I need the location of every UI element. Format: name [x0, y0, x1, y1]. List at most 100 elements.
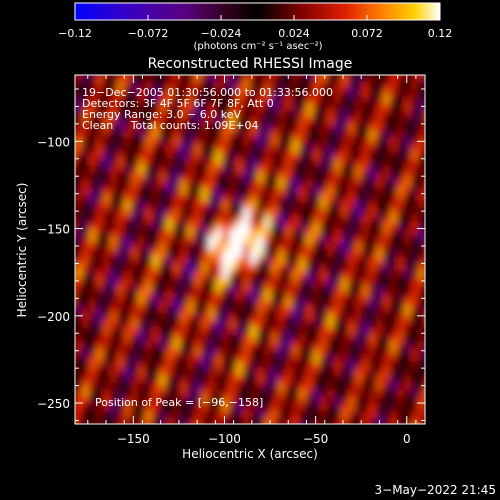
heatmap-cell: [411, 208, 419, 216]
heatmap-cell: [271, 355, 279, 363]
heatmap-cell: [229, 173, 237, 181]
heatmap-cell: [103, 376, 111, 384]
heatmap-cell: [82, 103, 90, 111]
heatmap-cell: [117, 257, 125, 265]
heatmap-cell: [229, 250, 237, 258]
heatmap-cell: [131, 236, 139, 244]
heatmap-cell: [362, 89, 370, 97]
heatmap-cell: [82, 82, 90, 90]
heatmap-cell: [243, 334, 251, 342]
heatmap-cell: [348, 306, 356, 314]
heatmap-cell: [292, 75, 300, 83]
heatmap-cell: [390, 75, 398, 83]
heatmap-cell: [341, 138, 349, 146]
heatmap-cell: [243, 320, 251, 328]
heatmap-cell: [180, 124, 188, 132]
heatmap-cell: [383, 131, 391, 139]
heatmap-cell: [152, 404, 160, 412]
heatmap-cell: [145, 334, 153, 342]
heatmap-cell: [271, 145, 279, 153]
heatmap-cell: [341, 75, 349, 83]
heatmap-cell: [404, 334, 412, 342]
heatmap-cell: [89, 166, 97, 174]
heatmap-cell: [180, 250, 188, 258]
heatmap-cell: [75, 208, 83, 216]
heatmap-cell: [404, 348, 412, 356]
heatmap-cell: [250, 194, 258, 202]
heatmap-cell: [411, 229, 419, 237]
heatmap-cell: [222, 82, 230, 90]
heatmap-cell: [348, 264, 356, 272]
heatmap-cell: [397, 306, 405, 314]
heatmap-cell: [390, 89, 398, 97]
heatmap-cell: [418, 250, 425, 258]
heatmap-cell: [425, 222, 433, 230]
heatmap-cell: [264, 271, 272, 279]
heatmap-cell: [383, 124, 391, 132]
heatmap-cell: [131, 292, 139, 300]
heatmap-cell: [173, 334, 181, 342]
heatmap-cell: [159, 390, 167, 398]
heatmap-cell: [208, 117, 216, 125]
heatmap-cell: [187, 425, 195, 433]
heatmap-cell: [362, 145, 370, 153]
heatmap-cell: [124, 173, 132, 181]
heatmap-cell: [187, 348, 195, 356]
heatmap-cell: [243, 201, 251, 209]
heatmap-cell: [397, 355, 405, 363]
heatmap-cell: [334, 271, 342, 279]
heatmap-cell: [229, 124, 237, 132]
heatmap-cell: [166, 201, 174, 209]
heatmap-cell: [243, 243, 251, 251]
heatmap-cell: [313, 173, 321, 181]
heatmap-cell: [285, 376, 293, 384]
heatmap-cell: [187, 159, 195, 167]
heatmap-cell: [250, 131, 258, 139]
heatmap-cell: [285, 362, 293, 370]
heatmap-cell: [362, 264, 370, 272]
heatmap-cell: [271, 334, 279, 342]
heatmap-cell: [117, 299, 125, 307]
heatmap-cell: [173, 166, 181, 174]
heatmap-cell: [306, 383, 314, 391]
heatmap-cell: [208, 194, 216, 202]
heatmap-cell: [285, 369, 293, 377]
heatmap-cell: [390, 320, 398, 328]
heatmap-cell: [208, 306, 216, 314]
heatmap-cell: [138, 117, 146, 125]
heatmap-cell: [124, 180, 132, 188]
heatmap-cell: [327, 229, 335, 237]
heatmap-cell: [96, 257, 104, 265]
heatmap-cell: [166, 390, 174, 398]
heatmap-cell: [138, 180, 146, 188]
heatmap-cell: [138, 215, 146, 223]
heatmap-cell: [271, 152, 279, 160]
heatmap-cell: [292, 222, 300, 230]
heatmap-cell: [82, 369, 90, 377]
heatmap-cell: [159, 404, 167, 412]
heatmap-cell: [327, 320, 335, 328]
heatmap-cell: [250, 285, 258, 293]
heatmap-cell: [327, 82, 335, 90]
heatmap-cell: [383, 96, 391, 104]
heatmap-cell: [362, 313, 370, 321]
heatmap-cell: [201, 159, 209, 167]
heatmap-cell: [208, 299, 216, 307]
heatmap-cell: [327, 292, 335, 300]
heatmap-cell: [138, 243, 146, 251]
heatmap-cell: [187, 187, 195, 195]
heatmap-cell: [222, 166, 230, 174]
heatmap-cell: [75, 285, 83, 293]
heatmap-cell: [117, 320, 125, 328]
heatmap-cell: [425, 131, 433, 139]
heatmap-cell: [208, 411, 216, 419]
heatmap-cell: [117, 264, 125, 272]
heatmap-cell: [355, 418, 363, 424]
heatmap-cell: [362, 278, 370, 286]
heatmap-cell: [383, 243, 391, 251]
heatmap-cell: [299, 152, 307, 160]
heatmap-cell: [362, 250, 370, 258]
heatmap-cell: [103, 320, 111, 328]
heatmap-cell: [306, 159, 314, 167]
heatmap-cell: [194, 299, 202, 307]
